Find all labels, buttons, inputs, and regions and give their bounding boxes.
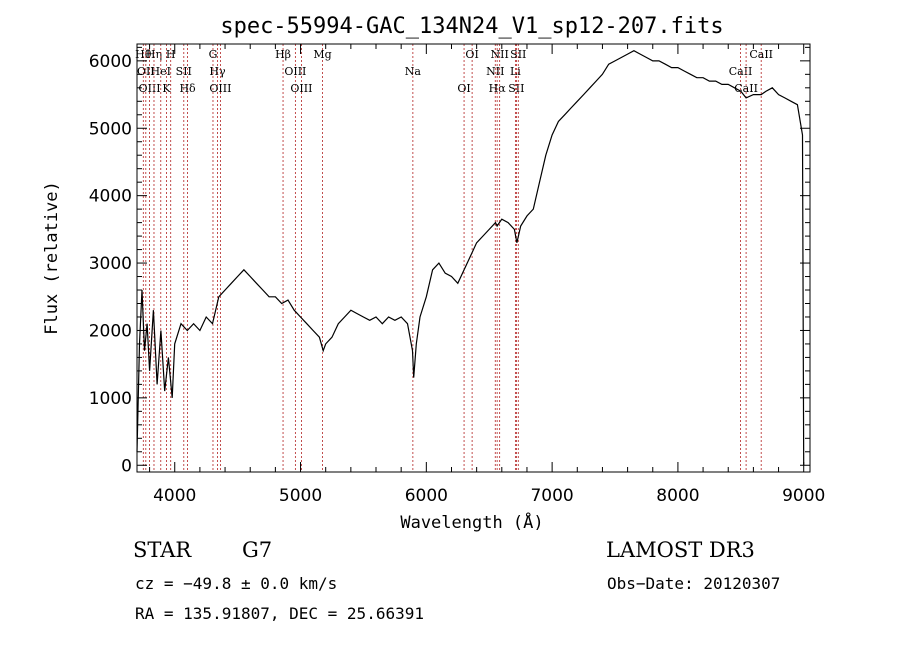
y-tick-label: 1000 [89,389,132,409]
spectral-line-label: CaII [749,48,773,61]
y-tick-label: 3000 [89,254,132,274]
spectral-line-label: Hα [489,82,507,95]
observation-date: Obs−Date: 20120307 [607,574,781,593]
spectral-line-label: Hθ [135,48,152,61]
spectral-line-label: OIII [284,65,306,78]
spectral-line-label: HeI [151,65,171,78]
spectral-line-label: CaII [729,65,753,78]
spectral-line-label: OIII [139,82,161,95]
spectral-line-label: Na [405,65,422,78]
spectral-line-label: Hγ [209,65,226,78]
spectral-line-label: OIII [290,82,312,95]
spectral-line-label: Li [510,65,521,78]
spectral-line-label: G [209,48,218,61]
spectral-line-label: NII [486,65,504,78]
x-axis-label: Wavelength (Å) [400,511,543,533]
spectral-line-label: SII [176,65,192,78]
spectral-line-label: SII [508,82,524,95]
spectrum-chart: spec-55994-GAC_134N24_V1_sp12-207.fits H… [42,14,825,533]
y-tick-label: 5000 [89,119,132,139]
ra-dec-coordinates: RA = 135.91807, DEC = 25.66391 [135,604,424,623]
x-tick-label: 4000 [153,486,196,506]
y-tick-label: 6000 [89,52,132,72]
spectral-line-label: Mg [313,48,331,61]
spectral-line-label: SII [510,48,526,61]
x-tick-label: 8000 [656,486,699,506]
spectral-line-label: Hη [146,48,162,61]
spectral-line-markers: HθOIIOIIIHηHeIKHSIIHδGHγOIIIHβOIIIOIIIMg… [135,44,773,472]
plot-frame [136,43,811,473]
flux-series-line [136,50,805,466]
data-release: LAMOST DR3 [606,538,755,562]
spectral-line-label: K [162,82,171,95]
spectral-line-label: OI [457,82,470,95]
x-tick-label: 7000 [530,486,573,506]
y-tick-label: 4000 [89,187,132,207]
spectral-line-label: NII [491,48,509,61]
spectral-line-label: CaII [734,82,758,95]
x-tick-label: 5000 [279,486,322,506]
x-tick-label: 6000 [405,486,448,506]
x-tick-label: 9000 [782,486,825,506]
object-class: STAR [133,538,192,562]
y-tick-label: 2000 [89,321,132,341]
chart-title: spec-55994-GAC_134N24_V1_sp12-207.fits [220,14,723,39]
spectral-line-label: Hβ [275,48,291,61]
object-subclass: G7 [242,538,273,562]
redshift-velocity: cz = −49.8 ± 0.0 km/s [135,574,338,593]
spectral-line-label: Hδ [179,82,196,95]
y-tick-label: 0 [121,456,132,476]
spectral-line-label: OI [465,48,478,61]
spectral-line-label: H [166,48,176,61]
y-axis-label: Flux (relative) [42,181,62,335]
plot-axes: 4000 5000 6000 7000 8000 9000 0 1000 2000 3000 400… [89,43,825,506]
spectral-line-label: OIII [209,82,231,95]
